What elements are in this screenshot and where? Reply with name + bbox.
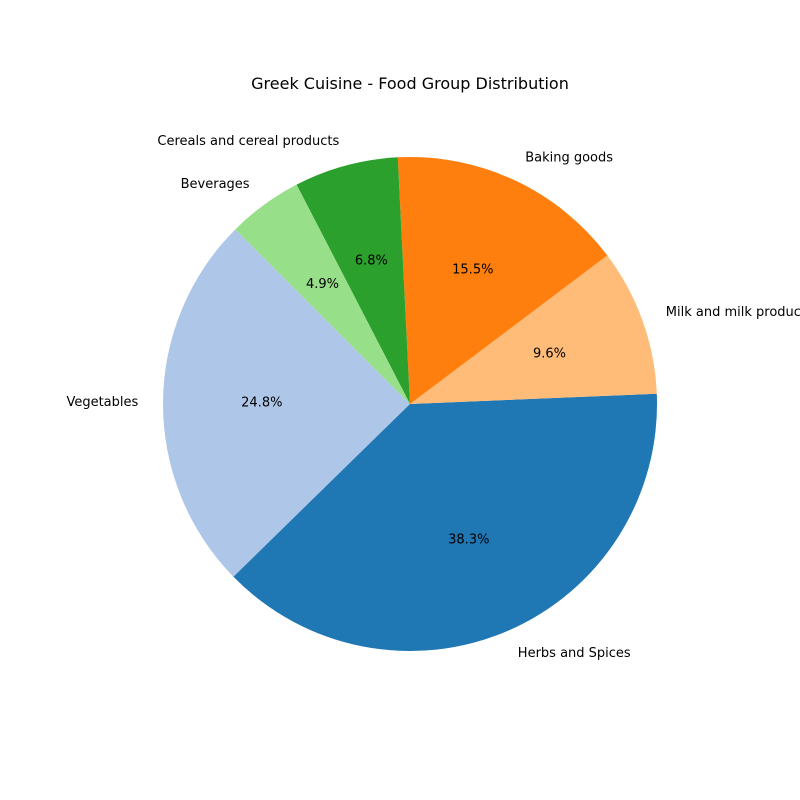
percent-labels: 24.8% 38.3% 9.6% 15.5% 6.8% 4.9% (241, 253, 566, 547)
pie-slice (410, 255, 657, 404)
slice-label: Beverages (181, 177, 250, 192)
pie-slice (397, 156, 608, 404)
pie-slice (235, 184, 410, 404)
slice-label: Cereals and cereal products (157, 134, 339, 149)
pie-slice (233, 393, 658, 652)
slice-labels: Vegetables Herbs and Spices Milk and milk … (66, 134, 800, 661)
percent-label: 15.5% (452, 262, 493, 277)
percent-label: 6.8% (355, 253, 388, 268)
percent-label: 9.6% (533, 347, 566, 362)
slice-label: Milk and milk products (666, 305, 800, 320)
percent-label: 4.9% (306, 277, 339, 292)
slice-label: Herbs and Spices (518, 646, 631, 661)
percent-label: 24.8% (241, 396, 282, 411)
slice-label: Baking goods (525, 150, 613, 165)
pie-slices (162, 156, 658, 652)
chart-title: Greek Cuisine - Food Group Distribution (251, 74, 569, 93)
pie-slice (162, 229, 410, 577)
percent-label: 38.3% (448, 533, 489, 548)
pie-slice (296, 157, 410, 404)
slice-label: Vegetables (66, 395, 138, 410)
